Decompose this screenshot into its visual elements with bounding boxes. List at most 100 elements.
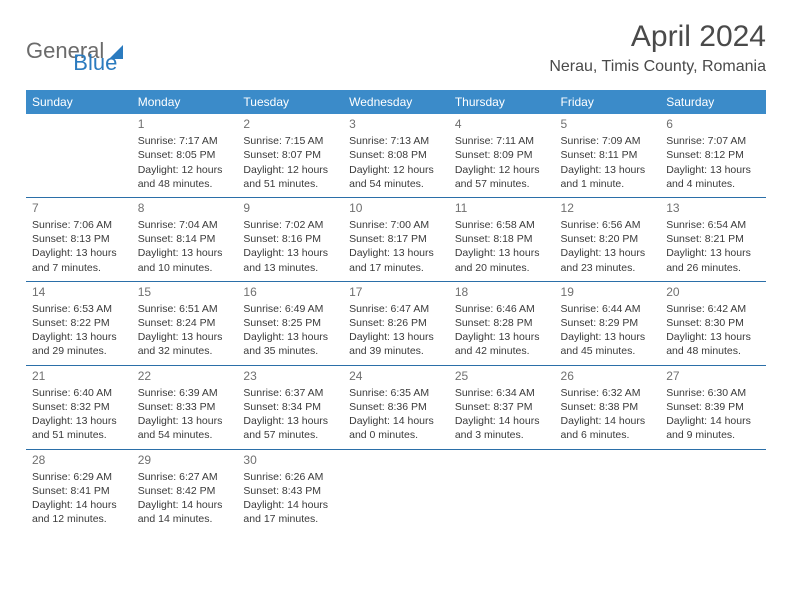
- day-number: 20: [666, 284, 760, 300]
- sunset-text: Sunset: 8:12 PM: [666, 148, 760, 162]
- sunrise-text: Sunrise: 6:27 AM: [138, 470, 232, 484]
- sunrise-text: Sunrise: 6:46 AM: [455, 302, 549, 316]
- calendar-day-cell: 29 Sunrise: 6:27 AMSunset: 8:42 PMDayligh…: [132, 449, 238, 532]
- calendar-day-cell: 10Sunrise: 7:00 AMSunset: 8:17 PMDayligh…: [343, 197, 449, 281]
- sunset-text: Sunset: 8:42 PM: [138, 484, 232, 498]
- day-number: 7: [32, 200, 126, 216]
- sunset-text: Sunset: 8:21 PM: [666, 232, 760, 246]
- calendar-day-cell: 21Sunrise: 6:40 AMSunset: 8:32 PMDayligh…: [26, 365, 132, 449]
- day-number: 19: [561, 284, 655, 300]
- daylight-text: Daylight: 14 hours and 17 minutes.: [243, 498, 337, 526]
- sunrise-text: Sunrise: 6:49 AM: [243, 302, 337, 316]
- daylight-text: Daylight: 13 hours and 7 minutes.: [32, 246, 126, 274]
- daylight-text: Daylight: 14 hours and 6 minutes.: [561, 414, 655, 442]
- calendar-day-cell: 4Sunrise: 7:11 AMSunset: 8:09 PMDaylight…: [449, 114, 555, 197]
- calendar-week-row: 7Sunrise: 7:06 AMSunset: 8:13 PMDaylight…: [26, 197, 766, 281]
- daylight-text: Daylight: 14 hours and 12 minutes.: [32, 498, 126, 526]
- calendar-week-row: 14Sunrise: 6:53 AMSunset: 8:22 PMDayligh…: [26, 281, 766, 365]
- sunrise-text: Sunrise: 7:17 AM: [138, 134, 232, 148]
- calendar-day-cell: 7Sunrise: 7:06 AMSunset: 8:13 PMDaylight…: [26, 197, 132, 281]
- sunset-text: Sunset: 8:08 PM: [349, 148, 443, 162]
- daylight-text: Daylight: 13 hours and 13 minutes.: [243, 246, 337, 274]
- sunrise-text: Sunrise: 7:07 AM: [666, 134, 760, 148]
- calendar-day-cell: 18 Sunrise: 6:46 AMSunset: 8:28 PMDayligh…: [449, 281, 555, 365]
- calendar-day-cell: 11Sunrise: 6:58 AMSunset: 8:18 PMDayligh…: [449, 197, 555, 281]
- calendar-day-cell: 6 Sunrise: 7:07 AMSunset: 8:12 PMDaylight…: [660, 114, 766, 197]
- daylight-text: Daylight: 13 hours and 29 minutes.: [32, 330, 126, 358]
- calendar-day-cell: 1Sunrise: 7:17 AMSunset: 8:05 PMDaylight…: [132, 114, 238, 197]
- sunrise-text: Sunrise: 6:34 AM: [455, 386, 549, 400]
- day-number: 16: [243, 284, 337, 300]
- calendar-week-row: 1Sunrise: 7:17 AMSunset: 8:05 PMDaylight…: [26, 114, 766, 197]
- day-number: 5: [561, 116, 655, 132]
- logo: General Blue: [26, 26, 117, 76]
- title-block: April 2024 Nerau, Timis County, Romania: [549, 20, 766, 76]
- calendar-day-cell: 15Sunrise: 6:51 AMSunset: 8:24 PMDayligh…: [132, 281, 238, 365]
- daylight-text: Daylight: 13 hours and 57 minutes.: [243, 414, 337, 442]
- sunset-text: Sunset: 8:39 PM: [666, 400, 760, 414]
- sunset-text: Sunset: 8:30 PM: [666, 316, 760, 330]
- day-number: 18: [455, 284, 549, 300]
- sunset-text: Sunset: 8:28 PM: [455, 316, 549, 330]
- day-number: 6: [666, 116, 760, 132]
- daylight-text: Daylight: 12 hours and 48 minutes.: [138, 163, 232, 191]
- daylight-text: Daylight: 13 hours and 4 minutes.: [666, 163, 760, 191]
- day-number: 22: [138, 368, 232, 384]
- sunset-text: Sunset: 8:20 PM: [561, 232, 655, 246]
- logo-text-blue: Blue: [73, 50, 117, 76]
- sunset-text: Sunset: 8:17 PM: [349, 232, 443, 246]
- daylight-text: Daylight: 13 hours and 26 minutes.: [666, 246, 760, 274]
- sunrise-text: Sunrise: 6:40 AM: [32, 386, 126, 400]
- daylight-text: Daylight: 13 hours and 54 minutes.: [138, 414, 232, 442]
- day-header: Tuesday: [237, 90, 343, 114]
- location-label: Nerau, Timis County, Romania: [549, 58, 766, 76]
- sunrise-text: Sunrise: 6:26 AM: [243, 470, 337, 484]
- day-number: 12: [561, 200, 655, 216]
- calendar-day-cell: 16Sunrise: 6:49 AMSunset: 8:25 PMDayligh…: [237, 281, 343, 365]
- sunrise-text: Sunrise: 6:42 AM: [666, 302, 760, 316]
- sunrise-text: Sunrise: 6:53 AM: [32, 302, 126, 316]
- daylight-text: Daylight: 13 hours and 20 minutes.: [455, 246, 549, 274]
- day-header: Sunday: [26, 90, 132, 114]
- sunset-text: Sunset: 8:37 PM: [455, 400, 549, 414]
- sunset-text: Sunset: 8:29 PM: [561, 316, 655, 330]
- sunrise-text: Sunrise: 6:44 AM: [561, 302, 655, 316]
- sunset-text: Sunset: 8:34 PM: [243, 400, 337, 414]
- sunset-text: Sunset: 8:38 PM: [561, 400, 655, 414]
- day-number: 9: [243, 200, 337, 216]
- day-header: Friday: [555, 90, 661, 114]
- sunrise-text: Sunrise: 6:54 AM: [666, 218, 760, 232]
- daylight-text: Daylight: 13 hours and 42 minutes.: [455, 330, 549, 358]
- day-number: 24: [349, 368, 443, 384]
- day-number: 17: [349, 284, 443, 300]
- daylight-text: Daylight: 14 hours and 14 minutes.: [138, 498, 232, 526]
- calendar-day-cell: 30Sunrise: 6:26 AMSunset: 8:43 PMDayligh…: [237, 449, 343, 532]
- day-number: 13: [666, 200, 760, 216]
- daylight-text: Daylight: 13 hours and 17 minutes.: [349, 246, 443, 274]
- calendar-day-cell: 17Sunrise: 6:47 AMSunset: 8:26 PMDayligh…: [343, 281, 449, 365]
- calendar-table: Sunday Monday Tuesday Wednesday Thursday…: [26, 90, 766, 532]
- calendar-day-cell: [555, 449, 661, 532]
- daylight-text: Daylight: 13 hours and 45 minutes.: [561, 330, 655, 358]
- calendar-day-cell: 3Sunrise: 7:13 AMSunset: 8:08 PMDaylight…: [343, 114, 449, 197]
- calendar-day-cell: 22Sunrise: 6:39 AMSunset: 8:33 PMDayligh…: [132, 365, 238, 449]
- day-number: 29: [138, 452, 232, 468]
- calendar-day-cell: 12Sunrise: 6:56 AMSunset: 8:20 PMDayligh…: [555, 197, 661, 281]
- daylight-text: Daylight: 14 hours and 3 minutes.: [455, 414, 549, 442]
- day-number: 26: [561, 368, 655, 384]
- daylight-text: Daylight: 12 hours and 54 minutes.: [349, 163, 443, 191]
- daylight-text: Daylight: 14 hours and 9 minutes.: [666, 414, 760, 442]
- calendar-week-row: 28Sunrise: 6:29 AMSunset: 8:41 PMDayligh…: [26, 449, 766, 532]
- sunset-text: Sunset: 8:36 PM: [349, 400, 443, 414]
- sunset-text: Sunset: 8:22 PM: [32, 316, 126, 330]
- sunrise-text: Sunrise: 7:00 AM: [349, 218, 443, 232]
- calendar-day-cell: 24Sunrise: 6:35 AMSunset: 8:36 PMDayligh…: [343, 365, 449, 449]
- sunset-text: Sunset: 8:24 PM: [138, 316, 232, 330]
- month-title: April 2024: [549, 20, 766, 54]
- calendar-day-cell: [26, 114, 132, 197]
- calendar-day-cell: 14Sunrise: 6:53 AMSunset: 8:22 PMDayligh…: [26, 281, 132, 365]
- sunset-text: Sunset: 8:18 PM: [455, 232, 549, 246]
- sunrise-text: Sunrise: 7:02 AM: [243, 218, 337, 232]
- sunset-text: Sunset: 8:32 PM: [32, 400, 126, 414]
- sunrise-text: Sunrise: 6:30 AM: [666, 386, 760, 400]
